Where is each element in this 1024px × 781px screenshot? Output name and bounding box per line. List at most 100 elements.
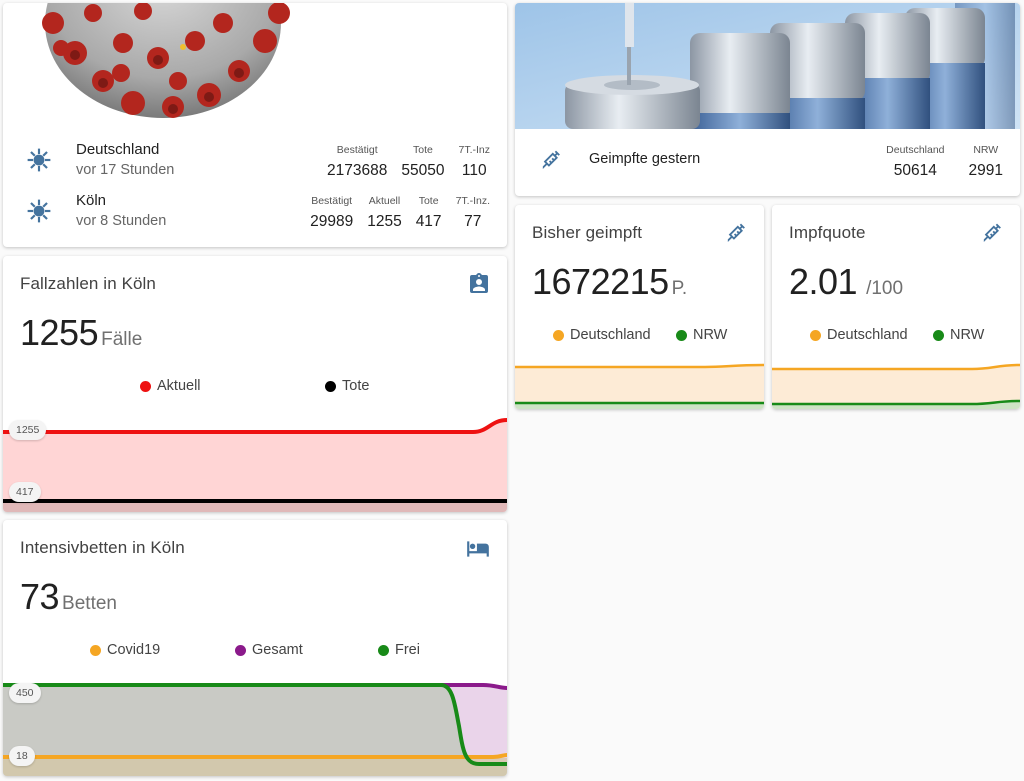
legend-item[interactable]: NRW xyxy=(933,327,984,343)
main-value: 1672215 P. xyxy=(532,261,687,303)
stat-header: 7T.-Inz. xyxy=(455,195,490,207)
stat-value: 50614 xyxy=(893,162,937,179)
value-number: 1255 xyxy=(20,312,99,353)
stat-value: 2991 xyxy=(968,162,1003,179)
row-name-germany: Deutschland xyxy=(76,141,160,158)
stat-value: 417 xyxy=(415,213,442,230)
stat-header: NRW xyxy=(973,144,999,156)
bisher-geimpft-card[interactable]: Bisher geimpft 1672215 P. Deutschland NRW xyxy=(515,205,764,409)
value-number: 2.01 xyxy=(789,261,858,302)
legend-dot xyxy=(140,380,151,392)
stat-value: 77 xyxy=(464,213,482,230)
value-unit: Fälle xyxy=(101,329,143,350)
legend-dot xyxy=(378,644,389,656)
legend-item[interactable]: Gesamt xyxy=(235,642,303,658)
legend-dot xyxy=(676,329,687,341)
legend-dot xyxy=(933,329,944,341)
card-title: Fallzahlen in Köln xyxy=(20,274,156,293)
row-time-koeln: vor 8 Stunden xyxy=(76,213,167,229)
legend-dot xyxy=(235,644,246,656)
stat-header: Tote xyxy=(418,195,439,207)
fallzahlen-card[interactable]: Fallzahlen in Köln 1255 Fälle Aktuell Tot… xyxy=(3,256,507,512)
legend-label: Covid19 xyxy=(107,642,161,658)
virus-icon xyxy=(26,198,52,229)
vaccine-yesterday-card: Geimpfte gestern Deutschland 50614 NRW 299… xyxy=(515,3,1020,196)
impfquote-card[interactable]: Impfquote 2.01/100 Deutschland NRW xyxy=(772,205,1020,409)
stat-value: 1255 xyxy=(367,213,402,230)
graph-label-top: 1255 xyxy=(9,420,47,440)
row-name-koeln: Köln xyxy=(76,192,107,209)
stat-col: Tote 417 xyxy=(416,195,442,231)
value-unit: /100 xyxy=(866,278,904,299)
card-title: Impfquote xyxy=(789,223,866,242)
syringe-icon xyxy=(540,149,562,176)
stat-col: NRW 2991 xyxy=(969,144,1003,180)
stat-header: Bestätigt xyxy=(336,144,378,156)
intensiv-card[interactable]: Intensivbetten in Köln 73 Betten Covid19 … xyxy=(3,520,507,776)
stat-header: 7T.-Inz xyxy=(458,144,490,156)
fallzahlen-graph xyxy=(3,418,507,512)
stat-col: Aktuell 1255 xyxy=(367,195,401,231)
value-number: 73 xyxy=(20,576,60,617)
stat-col: Tote 55050 xyxy=(401,144,444,180)
legend-label: Deutschland xyxy=(827,327,908,343)
legend-item[interactable]: Aktuell xyxy=(140,378,201,394)
legend-label: NRW xyxy=(950,327,985,343)
virus-image xyxy=(42,3,290,118)
vaccine-yesterday-stats: Deutschland 50614 NRW 2991 xyxy=(886,144,1003,180)
stat-header: Deutschland xyxy=(886,144,945,156)
stat-header: Aktuell xyxy=(368,195,401,207)
virus-icon xyxy=(26,147,52,178)
stat-col: 7T.-Inz. 77 xyxy=(456,195,490,231)
legend-item[interactable]: Covid19 xyxy=(90,642,160,658)
corona-card: Deutschland vor 17 Stunden Bestätigt 2173… xyxy=(3,3,507,247)
legend-dot xyxy=(553,329,564,341)
koeln-stats: Bestätigt 29989 Aktuell 1255 Tote 417 7T.-I… xyxy=(310,195,490,231)
legend-label: Deutschland xyxy=(570,327,651,343)
value-unit: P. xyxy=(671,278,688,299)
legend-label: Aktuell xyxy=(157,378,201,394)
legend-item[interactable]: NRW xyxy=(676,327,727,343)
stat-value: 2173688 xyxy=(327,162,388,179)
vaccine-vials-image xyxy=(515,3,1020,129)
intensiv-graph xyxy=(3,683,507,776)
stat-col: Bestätigt 2173688 xyxy=(327,144,387,180)
main-value: 1255 Fälle xyxy=(20,312,142,354)
stat-col: 7T.-Inz 110 xyxy=(458,144,490,180)
card-title: Intensivbetten in Köln xyxy=(20,538,185,557)
value-number: 1672215 xyxy=(532,261,669,302)
legend-label: Gesamt xyxy=(252,642,303,658)
main-value: 2.01/100 xyxy=(789,261,903,303)
stat-value: 29989 xyxy=(310,213,354,230)
clipboard-account-icon xyxy=(467,272,491,301)
vaccine-yesterday-title: Geimpfte gestern xyxy=(589,151,701,167)
legend-label: Frei xyxy=(395,642,420,658)
legend-dot xyxy=(325,380,336,392)
main-value: 73 Betten xyxy=(20,576,117,618)
germany-stats: Bestätigt 2173688 Tote 55050 7T.-Inz 110 xyxy=(327,144,490,180)
legend-item[interactable]: Deutschland xyxy=(553,327,651,343)
graph-label-top: 450 xyxy=(9,683,41,703)
bed-icon xyxy=(465,538,491,565)
legend-label: NRW xyxy=(693,327,728,343)
stat-col: Deutschland 50614 xyxy=(886,144,944,180)
legend-item[interactable]: Tote xyxy=(325,378,369,394)
syringe-icon xyxy=(725,222,747,249)
row-time-germany: vor 17 Stunden xyxy=(76,162,175,178)
graph-label-bottom: 417 xyxy=(9,482,41,502)
legend-item[interactable]: Frei xyxy=(378,642,420,658)
value-unit: Betten xyxy=(62,593,117,614)
bisher-graph xyxy=(515,363,764,409)
graph-label-bottom: 18 xyxy=(9,746,35,766)
legend-label: Tote xyxy=(342,378,370,394)
stat-header: Tote xyxy=(413,144,433,156)
stat-header: Bestätigt xyxy=(311,195,353,207)
legend-dot xyxy=(90,644,101,656)
impfquote-graph xyxy=(772,363,1020,409)
stat-value: 55050 xyxy=(401,162,445,179)
stat-col: Bestätigt 29989 xyxy=(310,195,353,231)
card-title: Bisher geimpft xyxy=(532,223,643,242)
legend-item[interactable]: Deutschland xyxy=(810,327,908,343)
legend-dot xyxy=(810,329,821,341)
syringe-icon xyxy=(981,222,1003,249)
